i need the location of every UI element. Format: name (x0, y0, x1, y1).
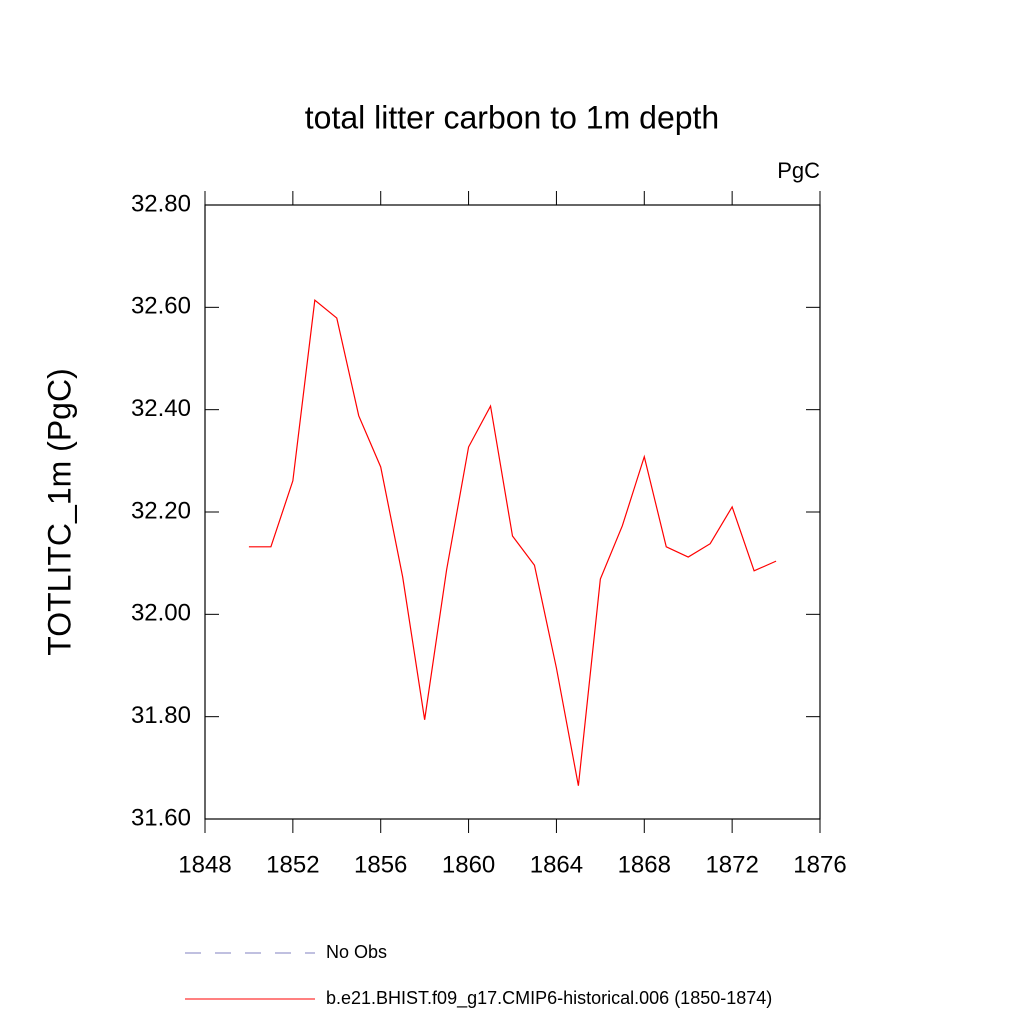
x-tick-label: 1872 (705, 851, 758, 878)
units-label: PgC (777, 158, 820, 183)
x-tick-label: 1852 (266, 851, 319, 878)
x-tick-label: 1864 (530, 851, 583, 878)
chart-title: total litter carbon to 1m depth (305, 99, 719, 135)
y-tick-label: 32.00 (131, 600, 191, 627)
y-tick-label: 32.80 (131, 190, 191, 217)
y-tick-label: 32.60 (131, 293, 191, 320)
x-tick-label: 1876 (793, 851, 846, 878)
y-tick-label: 32.20 (131, 497, 191, 524)
y-tick-label: 32.40 (131, 395, 191, 422)
data-line (248, 299, 777, 786)
legend-label: b.e21.BHIST.f09_g17.CMIP6-historical.006… (326, 988, 772, 1009)
legend-label: No Obs (326, 942, 387, 962)
plot-frame (204, 204, 821, 820)
x-tick-label: 1860 (442, 851, 495, 878)
y-tick-label: 31.60 (131, 804, 191, 831)
x-tick-label: 1848 (178, 851, 231, 878)
y-tick-label: 31.80 (131, 702, 191, 729)
x-tick-label: 1868 (618, 851, 671, 878)
y-axis-label: TOTLITC_1m (PgC) (41, 368, 77, 655)
x-tick-label: 1856 (354, 851, 407, 878)
